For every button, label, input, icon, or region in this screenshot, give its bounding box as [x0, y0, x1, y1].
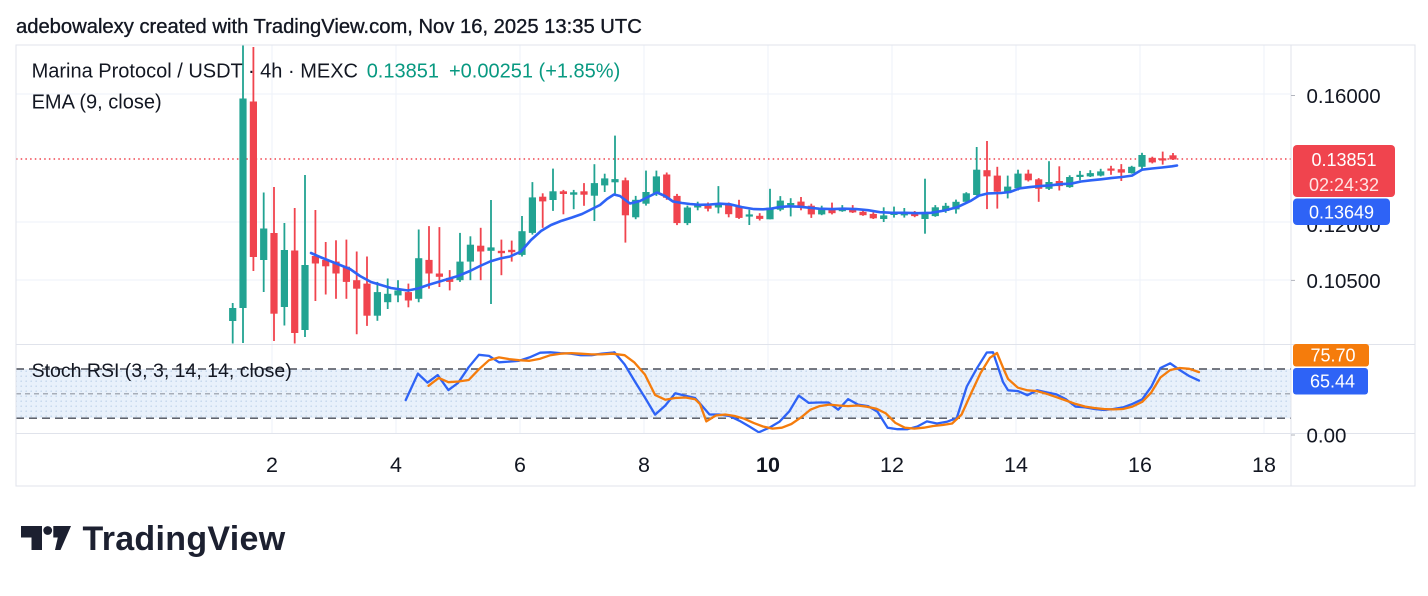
svg-text:02:24:32: 02:24:32	[1309, 175, 1379, 195]
svg-text:12: 12	[880, 453, 904, 477]
svg-text:+0.00251 (+1.85%): +0.00251 (+1.85%)	[449, 61, 620, 83]
svg-text:Marina Protocol / USDT · 4h ·: Marina Protocol / USDT · 4h · MEXC	[32, 61, 358, 83]
svg-text:0.10500: 0.10500	[1307, 270, 1381, 293]
svg-text:0.16000: 0.16000	[1307, 85, 1381, 108]
svg-text:0.00: 0.00	[1307, 425, 1347, 448]
svg-text:0.13851: 0.13851	[367, 61, 439, 83]
svg-text:adebowalexy created with Tradi: adebowalexy created with TradingView.com…	[16, 16, 642, 38]
svg-text:0.13851: 0.13851	[1311, 150, 1376, 170]
svg-text:14: 14	[1004, 453, 1028, 477]
svg-text:2: 2	[266, 453, 278, 477]
svg-text:EMA (9, close): EMA (9, close)	[32, 92, 162, 114]
svg-text:4: 4	[390, 453, 402, 477]
svg-text:75.70: 75.70	[1310, 346, 1355, 366]
svg-text:6: 6	[514, 453, 526, 477]
svg-text:Stoch RSI (3, 3, 14, 14, close: Stoch RSI (3, 3, 14, 14, close)	[32, 360, 292, 382]
svg-text:16: 16	[1128, 453, 1152, 477]
svg-text:8: 8	[638, 453, 650, 477]
svg-text:18: 18	[1252, 453, 1276, 477]
svg-text:65.44: 65.44	[1310, 372, 1355, 392]
svg-text:10: 10	[756, 453, 780, 477]
svg-text:TradingView: TradingView	[83, 520, 286, 558]
svg-text:0.13649: 0.13649	[1309, 202, 1374, 222]
